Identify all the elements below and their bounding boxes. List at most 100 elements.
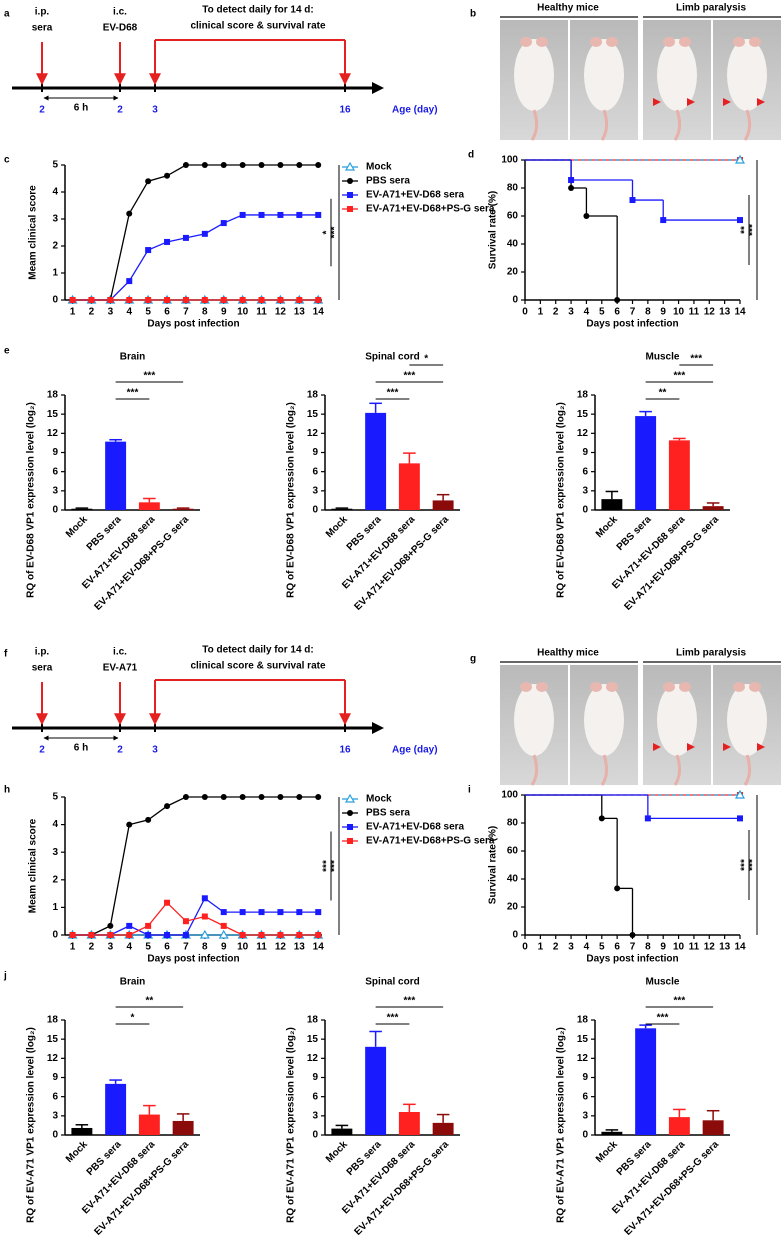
panel-letter: j [3,971,7,982]
x-axis-title: Days post infection [147,319,239,330]
x-tick-label: 1 [70,942,76,953]
point [126,932,133,938]
x-tick-label: 8 [645,307,651,318]
point [239,932,246,938]
x-tick-label: Mock [324,1139,350,1165]
y-tick-label: 100 [501,790,518,801]
point [315,211,322,218]
mouse-ear [536,682,548,692]
y-tick-label: 3 [52,847,58,858]
y-tick-label: 9 [52,447,58,458]
significance-label: *** [330,860,341,872]
bar [331,508,353,510]
point [258,211,265,218]
x-tick-label: 7 [630,307,636,318]
x-tick-label: 13 [294,942,306,953]
x-tick-label: 10 [673,307,685,318]
legend-label: EV-A71+EV-D68+PS-G sera [366,204,495,215]
point [296,794,303,800]
point [258,794,265,800]
x-tick-label: 9 [660,942,666,953]
day-label: 16 [339,745,351,756]
point [145,247,152,254]
y-tick-label: 80 [507,818,519,829]
y-tick-label: 2 [52,241,58,252]
mouse-tail [600,754,609,786]
point [258,162,265,168]
series-line [72,214,319,301]
point [277,211,284,218]
x-tick-label: 2 [553,942,559,953]
point [201,297,208,303]
point [182,918,189,925]
event-label: i.c. [113,647,127,658]
bar [601,1131,623,1135]
point [126,821,133,828]
point [258,932,265,938]
x-tick-label: 14 [313,942,325,953]
point [734,789,746,799]
significance-label: *** [748,859,759,871]
x-tick-label: 8 [202,307,208,318]
legend-label: PBS sera [366,176,410,187]
y-tick-label: 1 [52,902,58,913]
x-tick-label: 10 [237,307,249,318]
x-tick-label: 13 [719,942,731,953]
point [315,297,322,303]
x-tick-label: 11 [689,942,700,953]
panel-letter: a [4,9,10,20]
x-tick-label: 3 [568,942,574,953]
panel-letter: g [470,654,476,665]
bar [138,502,160,510]
y-tick-label: 0 [52,930,58,941]
x-tick-label: 9 [660,307,666,318]
significance-label: *** [740,859,751,871]
point [220,220,227,227]
x-tick-label: 4 [584,942,590,953]
significance-label: *** [144,371,156,382]
point [201,794,208,800]
x-tick-label: 10 [237,942,249,953]
mouse-ear [520,37,532,47]
event-label: sera [32,23,53,34]
point [107,922,114,929]
point [277,297,284,303]
day-label: 2 [117,745,123,756]
y-tick-label: 0 [52,295,58,306]
y-tick-label: 1 [52,268,58,279]
point [220,922,227,929]
point [347,810,353,816]
y-tick-label: 12 [307,428,319,439]
paralysis-arrow [687,743,695,751]
point [239,794,246,800]
point [126,278,133,285]
significance-label: *** [657,1013,669,1024]
mouse-tail [530,754,539,786]
axis-title: Age (day) [392,105,438,116]
y-tick-label: 3 [312,485,318,496]
x-tick-label: 14 [734,307,746,318]
y-axis-title: RQ of EV-D68 VP1 expression level (log₂) [286,402,297,598]
bar [432,500,454,510]
y-tick-label: 15 [577,409,589,420]
bar [635,416,657,510]
point [660,217,667,224]
y-tick-label: 80 [507,183,519,194]
point [614,885,621,892]
panel-letter: c [4,155,10,166]
point [164,899,171,906]
point [145,932,152,938]
y-axis-title: RQ of EV-A71 VP1 expression level (log₂) [556,1027,567,1223]
panel-letter: f [4,649,8,660]
point [69,932,76,938]
paralysis-arrow [723,98,731,106]
mouse-ear [733,682,745,692]
point [88,297,95,303]
y-tick-label: 60 [507,211,519,222]
time-axis-arrow [372,722,384,734]
point [69,297,76,303]
detect-text: clinical score & survival rate [190,661,326,672]
point [568,177,575,184]
mouse-ear [536,37,548,47]
significance-label: *** [387,1013,399,1024]
